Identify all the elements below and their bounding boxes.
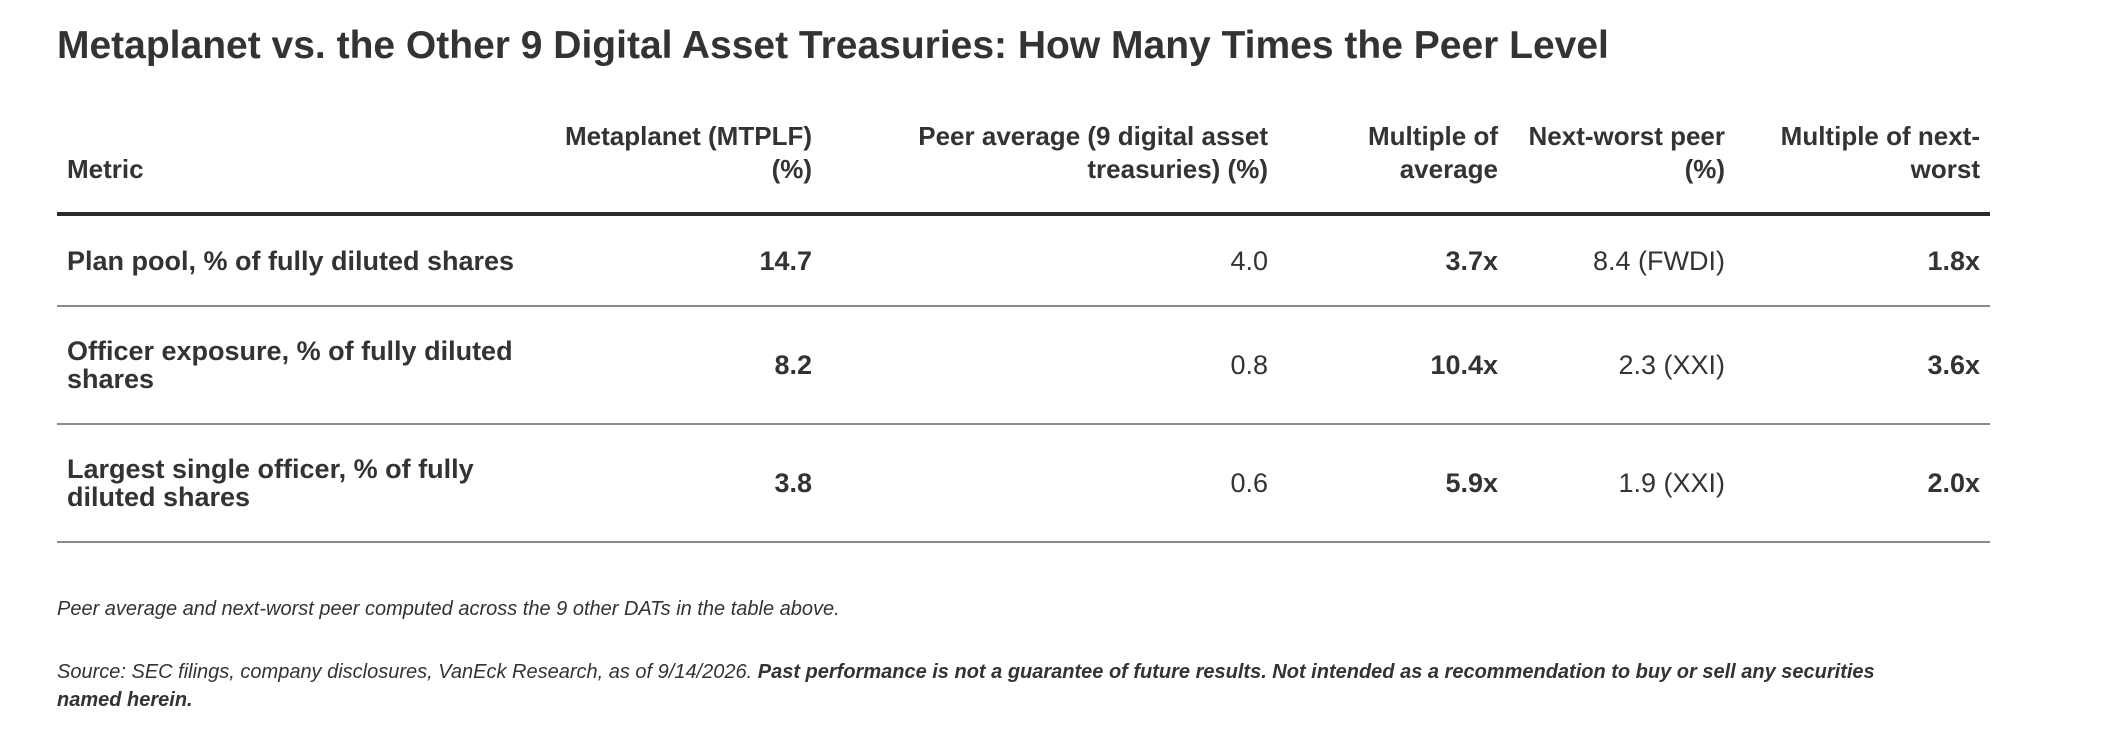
cell-next-worst-peer: 2.3 (XXI) xyxy=(1508,306,1735,425)
cell-multiple-of-average: 10.4x xyxy=(1278,306,1508,425)
cell-multiple-of-next-worst: 3.6x xyxy=(1735,306,1990,425)
cell-metaplanet: 8.2 xyxy=(526,306,822,425)
cell-metaplanet: 14.7 xyxy=(526,214,822,307)
cell-metric: Officer exposure, % of fully diluted sha… xyxy=(57,306,526,425)
header-next-worst-peer: Next-worst peer (%) xyxy=(1508,112,1735,216)
table-row: Officer exposure, % of fully diluted sha… xyxy=(57,306,1990,425)
header-metaplanet: Metaplanet (MTPLF) (%) xyxy=(526,112,822,216)
header-metric: Metric xyxy=(57,112,526,216)
cell-multiple-of-next-worst: 2.0x xyxy=(1735,424,1990,543)
comparison-table: Metric Metaplanet (MTPLF) (%) Peer avera… xyxy=(57,112,1990,543)
disclaimer-text: Past performance is not a guarantee of f… xyxy=(57,661,1875,711)
source-note: Source: SEC filings, company disclosures… xyxy=(57,658,1877,714)
cell-peer-average: 0.8 xyxy=(822,306,1278,425)
table-row: Largest single officer, % of fully dilut… xyxy=(57,424,1990,543)
header-multiple-of-average: Multiple of average xyxy=(1278,112,1508,216)
table-row: Plan pool, % of fully diluted shares 14.… xyxy=(57,214,1990,307)
source-text: Source: SEC filings, company disclosures… xyxy=(57,661,758,683)
cell-peer-average: 4.0 xyxy=(822,214,1278,307)
chart-title: Metaplanet vs. the Other 9 Digital Asset… xyxy=(57,24,1609,67)
footnote: Peer average and next-worst peer compute… xyxy=(57,598,840,620)
cell-metric: Largest single officer, % of fully dilut… xyxy=(57,424,526,543)
table-header-row: Metric Metaplanet (MTPLF) (%) Peer avera… xyxy=(57,112,1990,216)
cell-multiple-of-average: 3.7x xyxy=(1278,214,1508,307)
header-multiple-of-next-worst: Multiple of next-worst xyxy=(1735,112,1990,216)
cell-multiple-of-next-worst: 1.8x xyxy=(1735,214,1990,307)
cell-multiple-of-average: 5.9x xyxy=(1278,424,1508,543)
cell-next-worst-peer: 8.4 (FWDI) xyxy=(1508,214,1735,307)
header-peer-average: Peer average (9 digital asset treasuries… xyxy=(822,112,1278,216)
cell-metaplanet: 3.8 xyxy=(526,424,822,543)
cell-next-worst-peer: 1.9 (XXI) xyxy=(1508,424,1735,543)
cell-peer-average: 0.6 xyxy=(822,424,1278,543)
cell-metric: Plan pool, % of fully diluted shares xyxy=(57,214,526,307)
